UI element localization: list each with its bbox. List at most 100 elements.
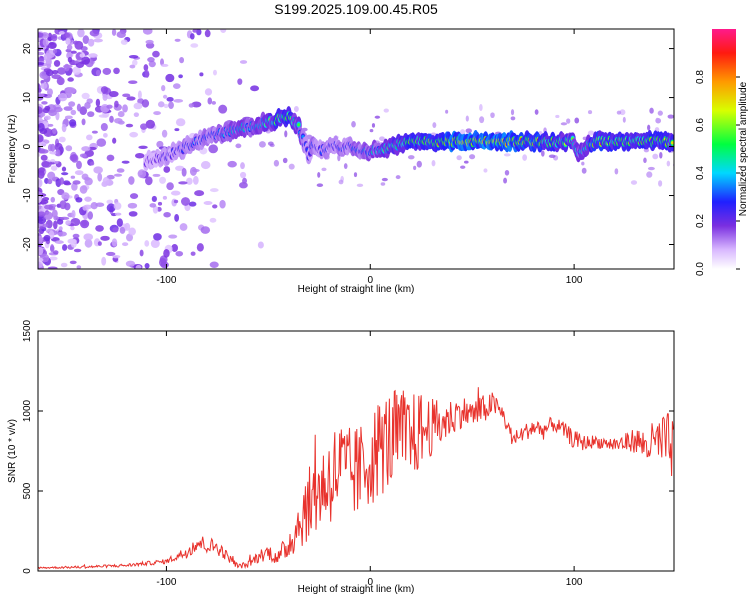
spectrogram-speckle	[129, 131, 139, 138]
spectrogram-speckle	[218, 104, 228, 114]
spectrogram-speckle	[56, 218, 64, 225]
spectrogram-frame	[37, 28, 675, 270]
spectrogram-speckle	[38, 122, 45, 132]
spectrogram-speckle	[59, 216, 70, 220]
spectrogram-speckle	[61, 123, 67, 133]
spectrogram-speckle	[125, 123, 134, 128]
spectrogram-speckle	[504, 169, 510, 176]
spectrogram-x-axis-label: Height of straight line (km)	[298, 284, 415, 295]
spectrogram-speckle	[59, 200, 67, 210]
spectrogram-speckle	[63, 63, 70, 72]
spectrogram-speckle	[81, 118, 86, 126]
spectrogram-speckle	[116, 168, 125, 173]
spectrogram-speckle	[39, 149, 49, 154]
spectrogram-speckle	[132, 59, 138, 66]
spectrogram-speckle	[38, 246, 44, 256]
spectrogram-speckle	[84, 102, 91, 109]
y-tick-label: 0	[22, 568, 33, 574]
spectrogram-speckle	[122, 242, 129, 247]
spectrogram-speckle	[100, 86, 109, 94]
spectrogram-speckle	[162, 195, 168, 200]
spectrogram-speckle	[646, 171, 653, 178]
spectrogram-speckle	[44, 204, 54, 210]
spectrogram-speckle	[172, 83, 181, 89]
spectrogram-speckle	[139, 249, 144, 257]
spectrogram-speckle	[86, 134, 93, 141]
spectrogram-speckle	[103, 132, 108, 138]
spectrogram-image	[38, 29, 674, 269]
spectrogram-speckle	[431, 160, 436, 167]
spectrogram-speckle	[432, 122, 437, 128]
spectrogram-speckle	[239, 171, 247, 179]
spectrogram-speckle	[179, 223, 188, 231]
spectrogram-speckle	[581, 161, 585, 166]
spectrogram-speckle	[47, 266, 58, 269]
spectrogram-speckle	[381, 177, 388, 182]
spectrogram-speckle	[74, 60, 79, 64]
spectrogram-speckle	[51, 33, 58, 42]
spectrogram-speckle	[40, 82, 48, 89]
spectrogram-speckle	[204, 88, 213, 96]
spectrogram-speckle	[112, 227, 119, 233]
spectrogram-speckle	[173, 98, 184, 103]
spectrogram-speckle	[162, 94, 168, 99]
spectrogram-speckle	[133, 112, 140, 118]
spectrogram-speckle	[189, 166, 197, 176]
spectrogram-speckle	[48, 256, 58, 261]
spectrogram-speckle	[66, 44, 73, 51]
spectrogram-speckle	[69, 260, 77, 265]
spectrogram-speckle	[666, 160, 671, 167]
spectrogram-speckle	[44, 115, 51, 121]
spectrogram-speckle	[81, 146, 91, 152]
spectrogram-speckle	[647, 166, 655, 171]
spectrogram-speckle	[62, 244, 68, 251]
spectrogram-speckle	[73, 248, 82, 253]
spectrogram-speckle	[622, 116, 626, 123]
spectrogram-speckle	[38, 178, 43, 188]
spectrogram-speckle	[541, 150, 545, 157]
spectrogram-speckle	[38, 167, 45, 173]
spectrogram-speckle	[119, 226, 126, 234]
colorbar-tick-label: 0.0	[695, 262, 706, 276]
spectrogram-speckle	[170, 190, 181, 196]
spectrogram-speckle	[188, 201, 197, 207]
spectrogram-speckle	[61, 166, 67, 172]
spectrogram-speckle	[121, 160, 130, 164]
spectrogram-speckle	[88, 146, 97, 151]
spectrogram-speckle	[148, 60, 156, 68]
spectrogram-speckle	[209, 217, 217, 223]
spectrogram-speckle	[658, 180, 663, 187]
spectrogram-speckle	[120, 39, 128, 45]
y-tick-label: 10	[22, 92, 33, 104]
spectrogram-speckle	[371, 123, 376, 128]
spectrogram-speckle	[141, 99, 150, 108]
spectrogram-speckle	[65, 32, 71, 38]
spectrogram-speckle	[258, 141, 266, 148]
spectrogram-speckle	[41, 160, 50, 168]
spectrogram-speckle	[63, 182, 72, 186]
snr-y-axis-label: SNR (10 * v/v)	[7, 419, 18, 483]
spectrogram-speckle	[288, 163, 295, 170]
spectrogram-speckle	[212, 69, 217, 76]
spectrogram-speckle	[343, 163, 348, 169]
spectrogram-speckle	[82, 205, 88, 211]
spectrogram-speckle	[70, 175, 76, 179]
x-tick-label: 100	[566, 577, 583, 588]
spectrogram-speckle	[192, 175, 199, 185]
spectrogram-speckle	[43, 234, 51, 242]
snr-frame	[37, 330, 675, 572]
spectrogram-speckle	[61, 192, 70, 201]
spectrogram-speckle	[41, 101, 48, 105]
spectrogram-speckle	[465, 115, 469, 122]
spectrogram-speckle	[101, 256, 107, 266]
spectrogram-speckle	[168, 101, 174, 110]
spectrogram-speckle	[52, 250, 59, 255]
spectrogram-speckle	[43, 68, 52, 73]
spectrogram-speckle	[67, 56, 73, 63]
spectrogram-speckle	[59, 177, 65, 185]
spectrogram-speckle	[207, 97, 213, 105]
spectrogram-speckle	[61, 172, 69, 176]
spectrogram-speckle	[534, 109, 539, 115]
spectrogram-speckle	[66, 87, 76, 94]
spectrogram-speckle	[76, 265, 82, 269]
